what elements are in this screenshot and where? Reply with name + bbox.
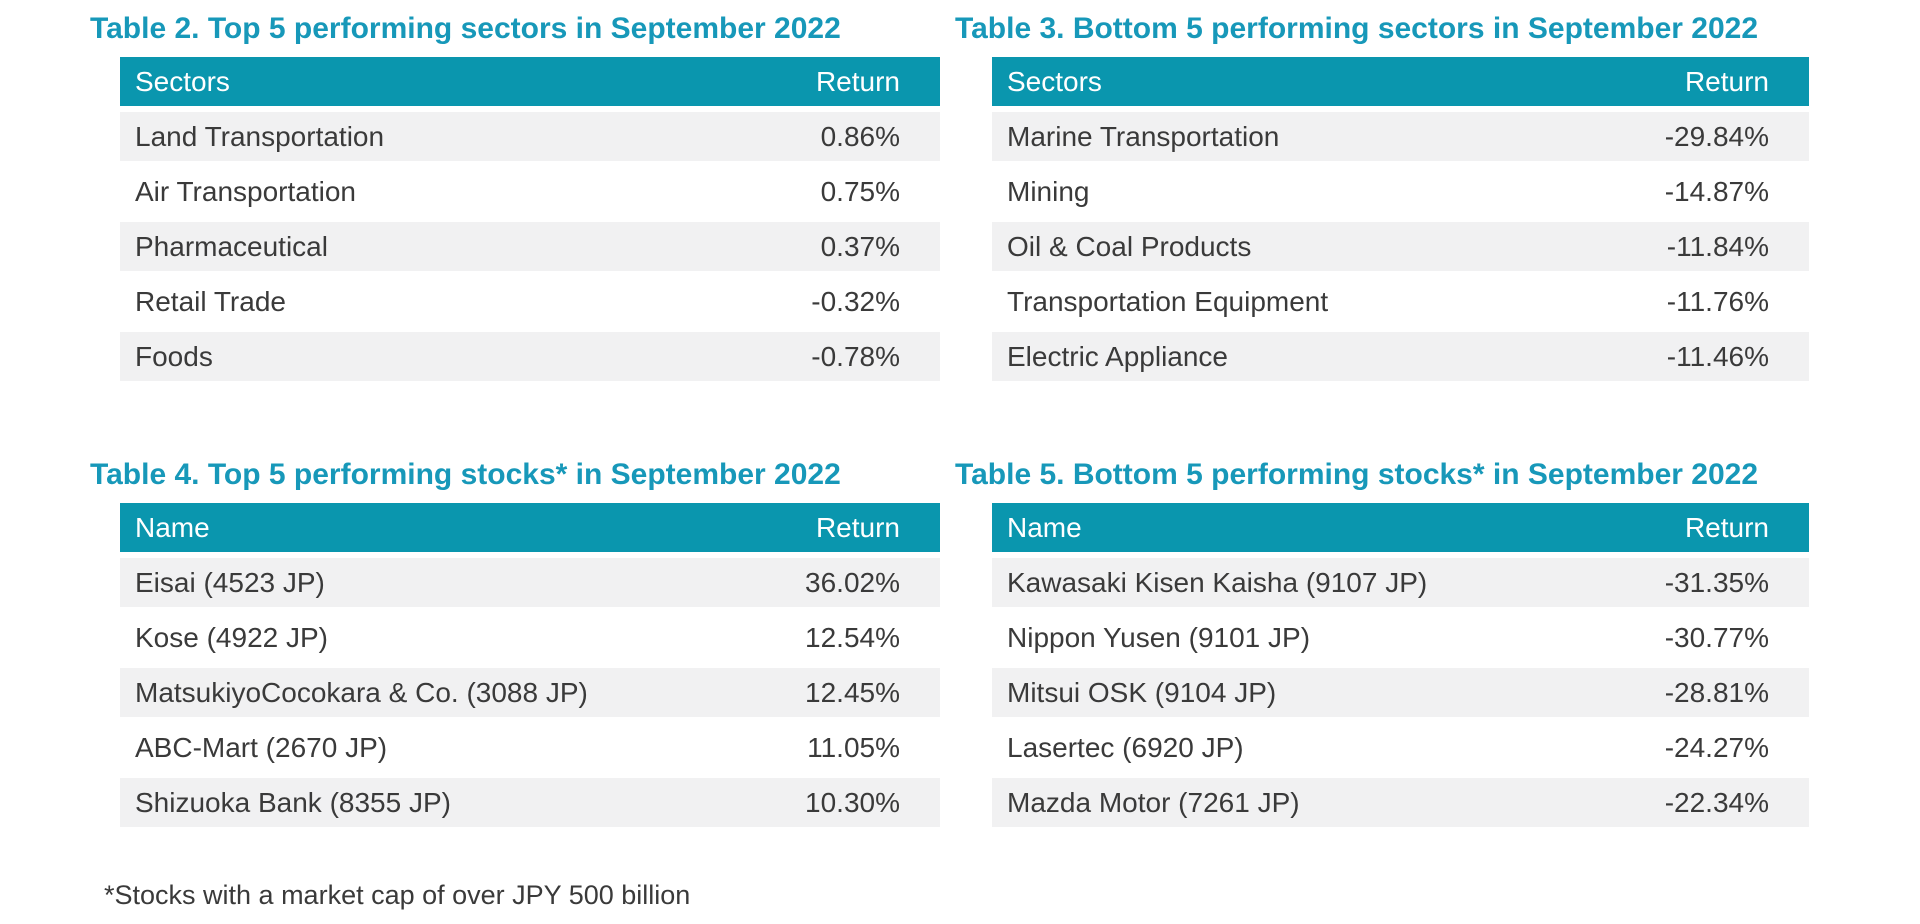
table-row: Nippon Yusen (9101 JP) -30.77% [992, 613, 1809, 662]
table-row: Marine Transportation -29.84% [992, 112, 1809, 161]
sector-cell: Land Transportation [120, 112, 687, 161]
sector-cell: Pharmaceutical [120, 222, 687, 271]
return-cell: 0.86% [686, 112, 940, 161]
table5-title: Table 5. Bottom 5 performing stocks* in … [955, 458, 1758, 491]
footnote: *Stocks with a market cap of over JPY 50… [104, 880, 691, 910]
table-row: Mazda Motor (7261 JP) -22.34% [992, 778, 1809, 827]
return-cell: -11.84% [1556, 222, 1809, 271]
table5-section: Table 5. Bottom 5 performing stocks* in … [955, 456, 1811, 833]
return-cell: 0.75% [686, 167, 940, 216]
return-cell: -0.78% [686, 332, 940, 381]
table3-section: Table 3. Bottom 5 performing sectors in … [955, 10, 1811, 387]
table-header-row: Sectors Return [120, 57, 940, 106]
stock-name-cell: Nippon Yusen (9101 JP) [992, 613, 1557, 662]
stock-name-cell: Shizuoka Bank (8355 JP) [120, 778, 687, 827]
return-cell: -11.76% [1556, 277, 1809, 326]
return-cell: -30.77% [1556, 613, 1809, 662]
return-cell: 0.37% [686, 222, 940, 271]
sector-cell: Oil & Coal Products [992, 222, 1557, 271]
return-cell: -29.84% [1556, 112, 1809, 161]
return-cell: 12.45% [686, 668, 940, 717]
sectors-column-header: Sectors [992, 57, 1557, 106]
stock-name-cell: Kose (4922 JP) [120, 613, 687, 662]
table-row: Foods -0.78% [120, 332, 940, 381]
table-row: Kose (4922 JP) 12.54% [120, 613, 940, 662]
return-cell: 10.30% [686, 778, 940, 827]
table-row: Pharmaceutical 0.37% [120, 222, 940, 271]
table-row: MatsukiyoCocokara & Co. (3088 JP) 12.45% [120, 668, 940, 717]
return-cell: -14.87% [1556, 167, 1809, 216]
table-row: ABC-Mart (2670 JP) 11.05% [120, 723, 940, 772]
return-cell: 12.54% [686, 613, 940, 662]
table3-title: Table 3. Bottom 5 performing sectors in … [955, 12, 1758, 45]
table-header-row: Name Return [992, 503, 1809, 552]
return-column-header: Return [1556, 57, 1809, 106]
table-row: Transportation Equipment -11.76% [992, 277, 1809, 326]
table-header-row: Name Return [120, 503, 940, 552]
table4: Name Return Eisai (4523 JP) 36.02% Kose … [120, 497, 940, 833]
table5: Name Return Kawasaki Kisen Kaisha (9107 … [992, 497, 1809, 833]
stock-name-cell: Mazda Motor (7261 JP) [992, 778, 1557, 827]
stock-name-cell: Lasertec (6920 JP) [992, 723, 1557, 772]
return-cell: -22.34% [1556, 778, 1809, 827]
table-row: Eisai (4523 JP) 36.02% [120, 558, 940, 607]
table-row: Lasertec (6920 JP) -24.27% [992, 723, 1809, 772]
table-row: Shizuoka Bank (8355 JP) 10.30% [120, 778, 940, 827]
stock-name-cell: Mitsui OSK (9104 JP) [992, 668, 1557, 717]
table-row: Air Transportation 0.75% [120, 167, 940, 216]
return-column-header: Return [686, 57, 940, 106]
table3: Sectors Return Marine Transportation -29… [992, 51, 1809, 387]
table4-section: Table 4. Top 5 performing stocks* in Sep… [90, 456, 942, 833]
sector-cell: Mining [992, 167, 1557, 216]
table-row: Oil & Coal Products -11.84% [992, 222, 1809, 271]
return-cell: -24.27% [1556, 723, 1809, 772]
table2-section: Table 2. Top 5 performing sectors in Sep… [90, 10, 942, 387]
table-row: Land Transportation 0.86% [120, 112, 940, 161]
sector-cell: Electric Appliance [992, 332, 1557, 381]
sector-cell: Retail Trade [120, 277, 687, 326]
sector-cell: Transportation Equipment [992, 277, 1557, 326]
return-column-header: Return [1556, 503, 1809, 552]
return-cell: 36.02% [686, 558, 940, 607]
table2-title: Table 2. Top 5 performing sectors in Sep… [90, 12, 841, 45]
return-column-header: Return [686, 503, 940, 552]
stock-name-cell: Kawasaki Kisen Kaisha (9107 JP) [992, 558, 1557, 607]
return-cell: -11.46% [1556, 332, 1809, 381]
return-cell: -31.35% [1556, 558, 1809, 607]
table-header-row: Sectors Return [992, 57, 1809, 106]
sector-cell: Foods [120, 332, 687, 381]
stock-name-cell: MatsukiyoCocokara & Co. (3088 JP) [120, 668, 687, 717]
stock-name-cell: Eisai (4523 JP) [120, 558, 687, 607]
return-cell: -28.81% [1556, 668, 1809, 717]
table-row: Kawasaki Kisen Kaisha (9107 JP) -31.35% [992, 558, 1809, 607]
table-row: Mitsui OSK (9104 JP) -28.81% [992, 668, 1809, 717]
table-row: Retail Trade -0.32% [120, 277, 940, 326]
table-row: Electric Appliance -11.46% [992, 332, 1809, 381]
sector-cell: Air Transportation [120, 167, 687, 216]
sectors-column-header: Sectors [120, 57, 687, 106]
return-cell: 11.05% [686, 723, 940, 772]
table-row: Mining -14.87% [992, 167, 1809, 216]
stock-name-cell: ABC-Mart (2670 JP) [120, 723, 687, 772]
table4-title: Table 4. Top 5 performing stocks* in Sep… [90, 458, 841, 491]
name-column-header: Name [992, 503, 1557, 552]
name-column-header: Name [120, 503, 687, 552]
sector-cell: Marine Transportation [992, 112, 1557, 161]
table2: Sectors Return Land Transportation 0.86%… [120, 51, 940, 387]
return-cell: -0.32% [686, 277, 940, 326]
